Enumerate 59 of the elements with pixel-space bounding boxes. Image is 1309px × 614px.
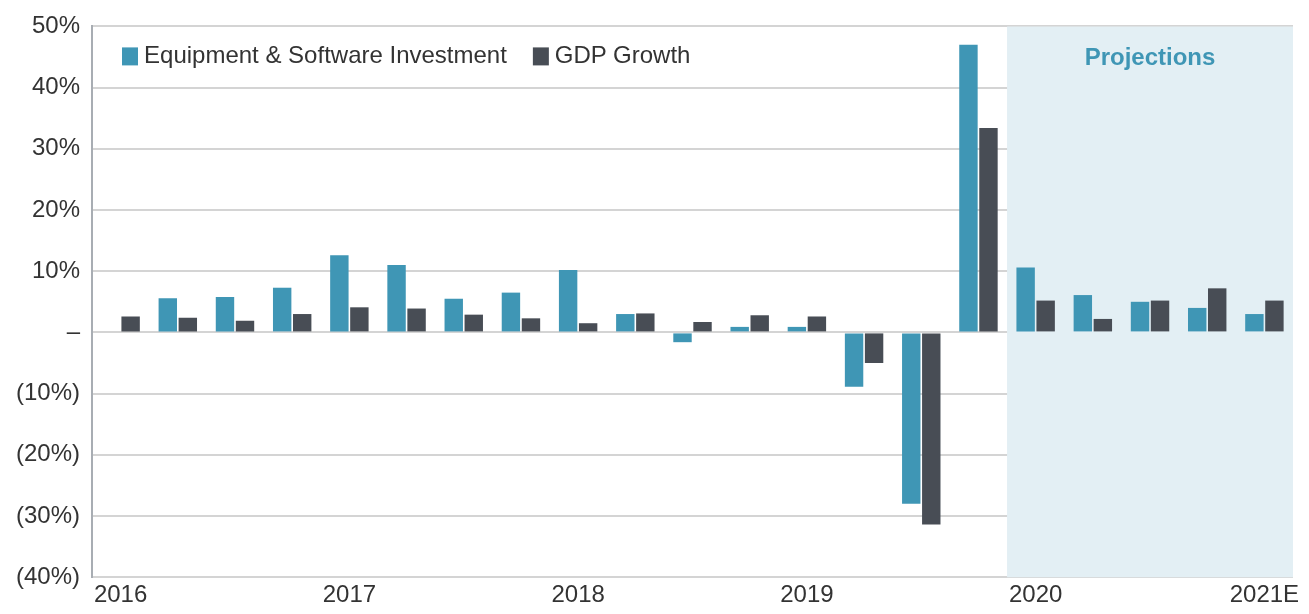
bar [1073, 295, 1093, 332]
x-tick-label: 2017 [322, 580, 377, 608]
bar [636, 313, 655, 332]
bar [158, 298, 177, 332]
bar [444, 298, 463, 332]
bar [387, 265, 406, 332]
band-label: Projections [1084, 43, 1216, 71]
y-tick-label: (30%) [15, 500, 81, 528]
bar [864, 333, 884, 363]
bar [844, 333, 864, 387]
bar [558, 269, 578, 332]
bar [902, 333, 921, 504]
bar [178, 317, 198, 332]
bar [1265, 300, 1284, 332]
bar [616, 314, 635, 332]
bar [1208, 288, 1227, 332]
bar [922, 333, 941, 525]
bar [807, 316, 827, 332]
bar [1130, 301, 1150, 332]
bar [330, 255, 349, 332]
y-tick-label: 10% [31, 255, 81, 283]
y-tick-label: (10%) [15, 378, 81, 406]
y-tick-label: 20% [31, 194, 81, 222]
bar [979, 127, 998, 332]
bar [959, 44, 978, 332]
bar [407, 308, 426, 332]
y-tick-label: 30% [31, 133, 81, 161]
bar [730, 326, 749, 332]
y-tick-label: (40%) [15, 561, 81, 589]
x-tick-label: 2020 [1008, 580, 1063, 608]
bar [501, 292, 521, 332]
bar [350, 307, 369, 332]
bar [292, 314, 312, 332]
bar [750, 315, 769, 332]
x-tick-label: 2018 [551, 580, 605, 608]
x-tick-label: 2021E [1229, 580, 1300, 608]
bar [121, 316, 140, 332]
legend-label: Equipment & Software Investment [144, 41, 508, 69]
bar [1016, 267, 1035, 332]
bar [235, 320, 255, 332]
y-tick-label: (20%) [15, 439, 81, 467]
bar [1188, 307, 1207, 332]
bar [1245, 314, 1264, 332]
x-tick-label: 2016 [93, 580, 148, 608]
y-tick-label: – [66, 317, 81, 345]
bar [521, 318, 541, 332]
bar [272, 287, 292, 332]
bar [1093, 318, 1113, 332]
y-tick-label: 40% [31, 72, 81, 100]
bar [578, 323, 598, 332]
x-tick-label: 2019 [780, 580, 834, 608]
legend-label: GDP Growth [554, 41, 691, 69]
bar [1036, 300, 1055, 332]
bar [215, 296, 235, 332]
y-tick-label: 50% [31, 11, 81, 39]
bar [1150, 300, 1170, 332]
bar [464, 314, 483, 332]
bar [693, 322, 712, 332]
bar [673, 333, 692, 343]
